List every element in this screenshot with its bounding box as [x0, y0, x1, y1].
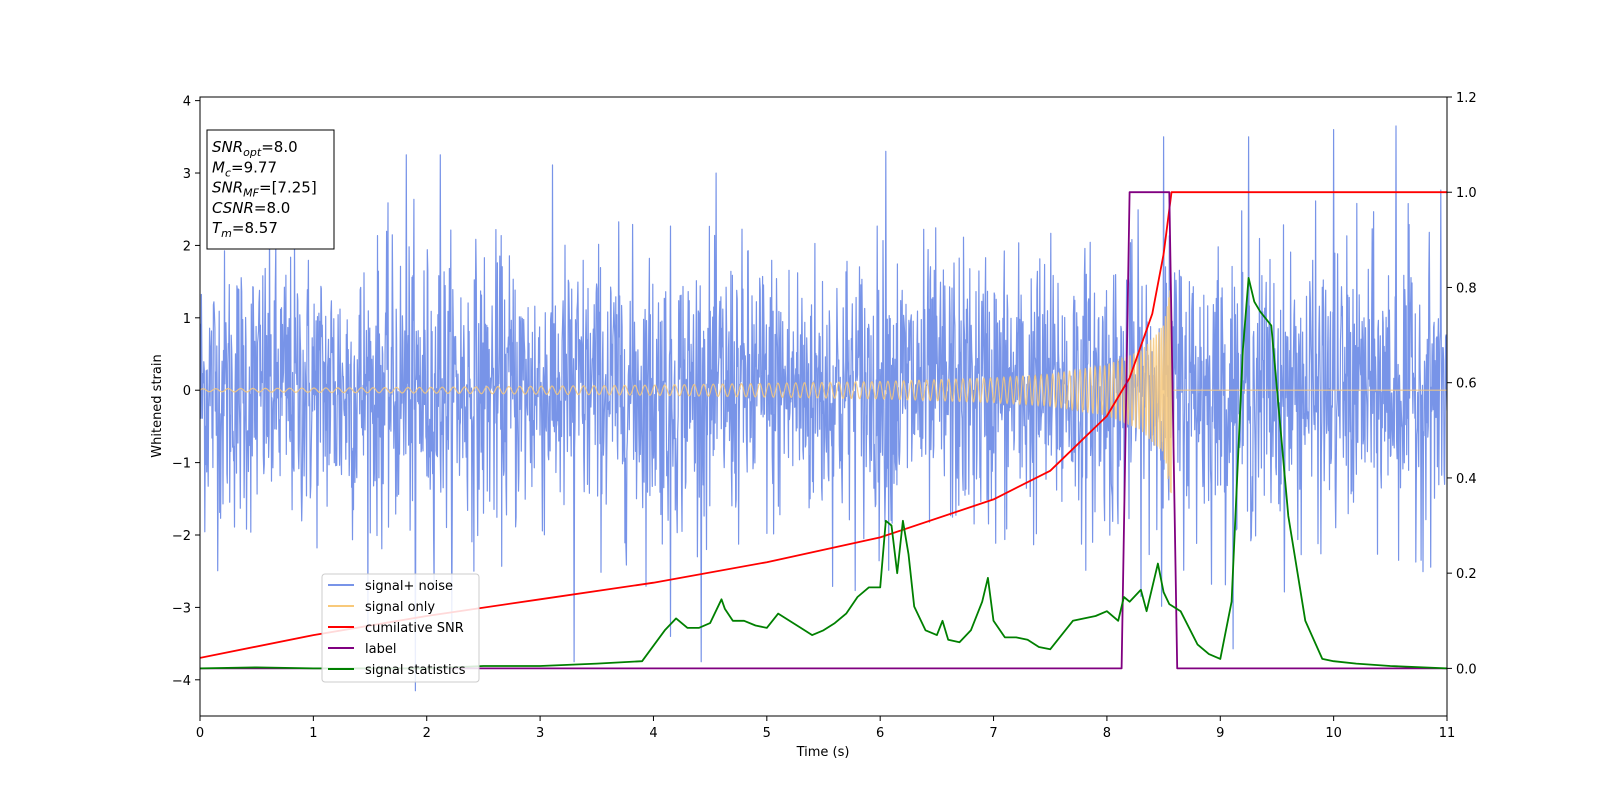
signal-statistics-line	[200, 277, 1447, 670]
legend-signal-only-label: signal only	[365, 600, 435, 615]
y-axis-label: Whitened strain	[150, 354, 165, 457]
y-tick-label: −3	[172, 601, 191, 616]
series-signal-only	[200, 290, 1447, 494]
x-axis-label: Time (s)	[796, 745, 850, 760]
x-axis: 0 1 2 3 4 5 6 7 8 9 10 11	[196, 716, 1455, 741]
x-tick-label: 3	[536, 726, 544, 741]
x-tick-label: 10	[1325, 726, 1342, 741]
x-tick-label: 8	[1103, 726, 1111, 741]
y-tick-label: −2	[172, 529, 191, 544]
y2-tick-label: 1.2	[1456, 91, 1477, 106]
x-tick-label: 6	[876, 726, 884, 741]
y2-tick-label: 0.2	[1456, 567, 1477, 582]
legend-signal-plus-noise-label: signal+ noise	[365, 579, 453, 594]
legend-frame	[321, 573, 480, 683]
y-tick-label: 3	[183, 167, 191, 182]
y2-tick-label: 0.0	[1456, 662, 1477, 677]
y2-tick-label: 0.6	[1456, 377, 1477, 392]
signal-plus-noise-line	[200, 125, 1447, 692]
annotation-line: SNRMF=[7.25]	[212, 179, 317, 200]
plot-frame	[199, 96, 1448, 717]
annotation-line: CSNR=8.0	[212, 199, 290, 217]
y2-tick-label: 1.0	[1456, 186, 1477, 201]
y-tick-label: 1	[183, 312, 191, 327]
x-tick-label: 4	[649, 726, 657, 741]
y-axis-right: 1.2 1.0 0.8 0.6 0.4 0.2 0.0	[1447, 91, 1477, 677]
annotation-line: Tm=8.57	[212, 219, 278, 240]
annotation-frame	[206, 129, 335, 250]
y2-tick-label: 0.4	[1456, 472, 1477, 487]
y-axis-left: 4 3 2 1 0 −1 −2 −3 −4	[172, 95, 200, 689]
y-tick-label: 2	[183, 239, 191, 254]
y-tick-label: −4	[172, 674, 191, 689]
y-tick-label: 0	[183, 384, 191, 399]
legend-cumilative-snr-label: cumilative SNR	[365, 621, 464, 636]
series-signal-plus-noise	[200, 125, 1447, 692]
x-tick-label: 9	[1216, 726, 1224, 741]
x-tick-label: 0	[196, 726, 204, 741]
legend-signal-statistics-label: signal statistics	[365, 663, 466, 678]
y-tick-label: −1	[172, 457, 191, 472]
legend: signal+ noise signal only cumilative SNR la…	[321, 573, 480, 683]
annotation-line: Mc=9.77	[212, 158, 277, 179]
x-tick-label: 1	[309, 726, 317, 741]
x-tick-label: 2	[423, 726, 431, 741]
y-tick-label: 4	[183, 95, 191, 110]
x-tick-label: 7	[989, 726, 997, 741]
x-tick-label: 5	[763, 726, 771, 741]
y2-tick-label: 0.8	[1456, 281, 1477, 296]
x-tick-label: 11	[1439, 726, 1456, 741]
signal-only-line	[200, 290, 1447, 494]
annotation-line: SNRopt=8.0	[212, 138, 298, 159]
legend-label-label: label	[365, 642, 396, 657]
label-line	[200, 191, 1447, 670]
